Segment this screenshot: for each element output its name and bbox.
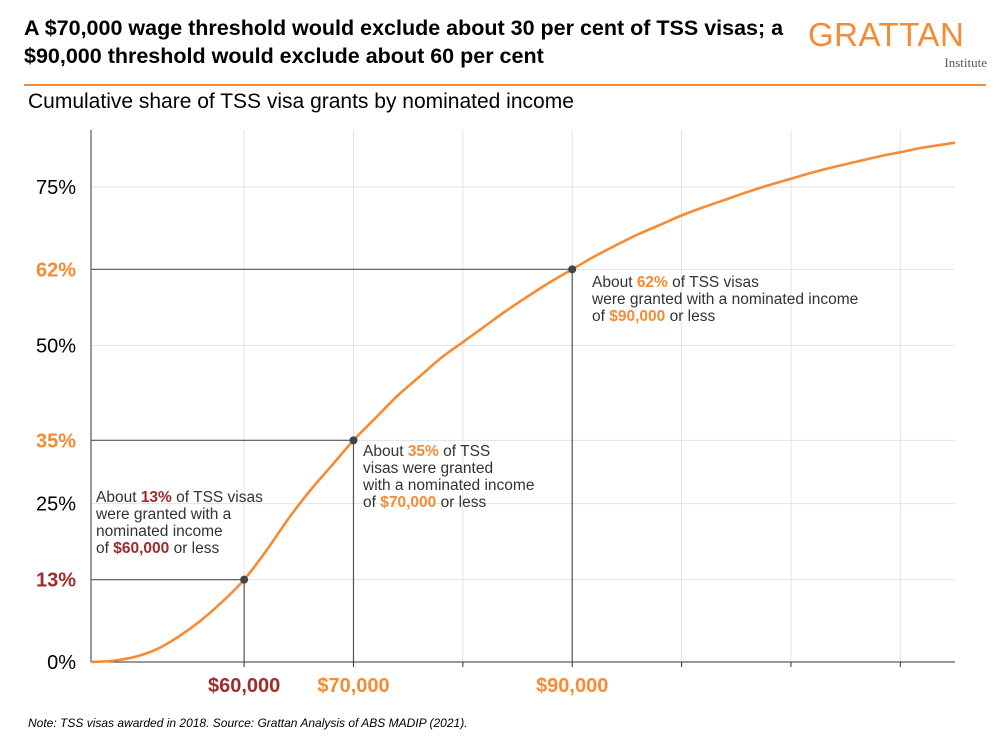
grattan-logo-name: GRATTAN [808, 16, 965, 53]
y-tick-label: 25% [36, 494, 76, 516]
x-tick-label: $60,000 [208, 675, 280, 697]
y-tick-label: 75% [36, 177, 76, 199]
y-tick-label: 50% [36, 335, 76, 357]
title-rule [24, 84, 986, 86]
annotation-60000-amount: $60,000 [113, 540, 170, 557]
y-tick-label: 62% [36, 259, 76, 281]
y-tick-label: 13% [36, 570, 76, 592]
data-point-marker [568, 265, 577, 274]
annotation-70000-amount: $70,000 [380, 494, 437, 511]
data-point-marker [240, 575, 249, 584]
chart-subtitle: Cumulative share of TSS visa grants by n… [28, 90, 574, 113]
annotation-70000-pct: 35% [407, 443, 439, 460]
grattan-logo-subtitle: Institute [944, 55, 987, 70]
x-tick-label: $70,000 [317, 675, 389, 697]
annotation-90000-pct: 62% [636, 274, 668, 291]
chart-title: A $70,000 wage threshold would exclude a… [24, 16, 784, 68]
annotation-90000-amount: $90,000 [609, 308, 666, 325]
y-tick-label: 35% [36, 430, 76, 452]
x-tick-label: $90,000 [536, 675, 608, 697]
annotation-60000-pct: 13% [140, 489, 172, 506]
data-point-marker [349, 436, 358, 445]
annotation-60000: About 13% of TSS visas were granted with… [96, 489, 263, 557]
y-tick-label: 0% [47, 652, 76, 674]
cumulative-share-line [90, 141, 956, 664]
annotation-90000: About 62% of TSS visas were granted with… [592, 274, 859, 325]
annotation-70000: About 35% of TSS visas were granted with… [363, 443, 535, 511]
source-note: Note: TSS visas awarded in 2018. Source:… [28, 716, 468, 730]
